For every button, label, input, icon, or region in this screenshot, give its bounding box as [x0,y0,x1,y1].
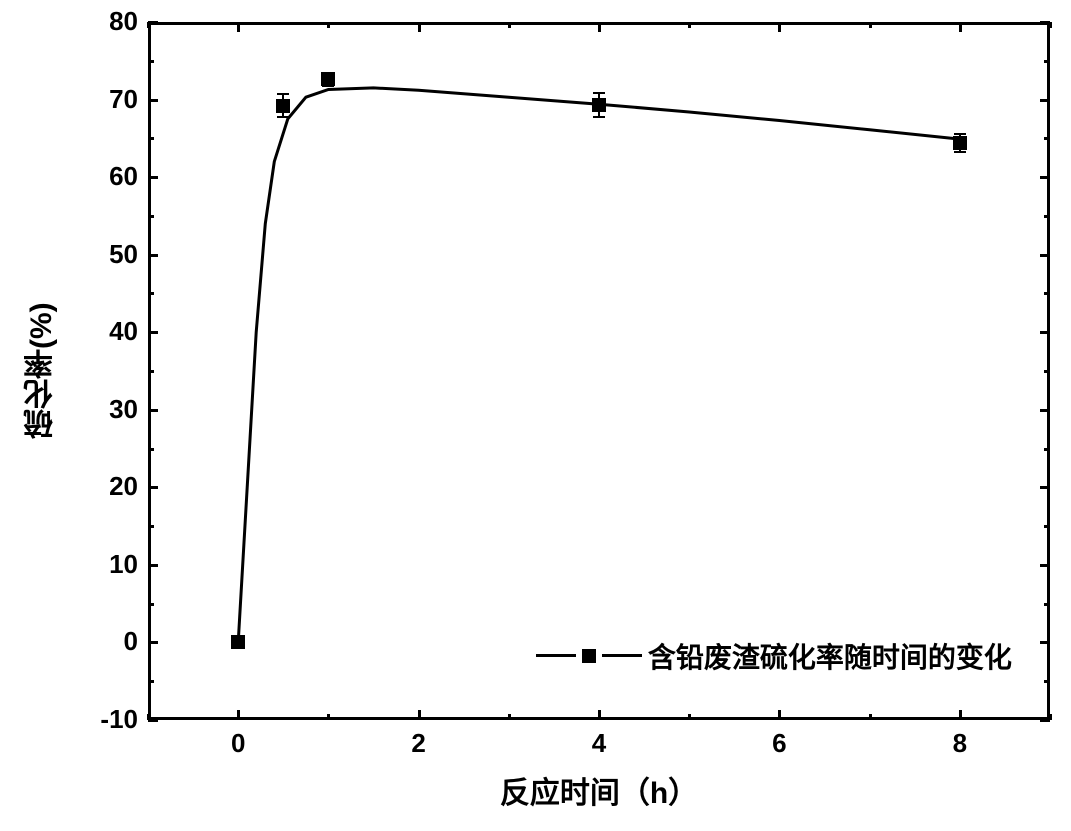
errorbar-cap [277,93,289,95]
y-tick-major [148,409,158,412]
data-marker [276,99,290,113]
data-marker [321,72,335,86]
y-tick-minor [148,525,154,528]
y-tick-major [148,719,158,722]
y-tick-major [148,21,158,24]
x-tick-minor [508,714,511,720]
errorbar-cap [593,92,605,94]
y-tick-label: 70 [78,84,138,115]
series-curve [0,0,1071,831]
y-tick-major-right [1040,641,1050,644]
x-tick-major-top [598,22,601,32]
y-tick-minor [148,137,154,140]
y-tick-major-right [1040,21,1050,24]
errorbar-cap [954,133,966,135]
y-tick-label: -10 [78,704,138,735]
y-tick-minor [148,680,154,683]
y-tick-major-right [1040,486,1050,489]
y-tick-major [148,99,158,102]
data-marker [231,635,245,649]
y-tick-minor [148,603,154,606]
x-tick-minor [688,714,691,720]
y-tick-label: 30 [78,394,138,425]
x-tick-minor-top [688,22,691,28]
y-tick-label: 80 [78,6,138,37]
y-tick-minor-right [1044,292,1050,295]
y-tick-major [148,331,158,334]
y-tick-minor-right [1044,137,1050,140]
y-tick-major [148,486,158,489]
x-tick-minor [327,714,330,720]
x-tick-major [598,710,601,720]
legend-label: 含铅废渣硫化率随时间的变化 [648,636,1012,676]
y-tick-label: 60 [78,161,138,192]
y-tick-major-right [1040,409,1050,412]
y-tick-minor-right [1044,215,1050,218]
y-tick-label: 0 [78,626,138,657]
x-tick-label: 4 [569,728,629,759]
y-tick-major [148,176,158,179]
y-tick-minor [148,292,154,295]
y-tick-major-right [1040,564,1050,567]
y-tick-label: 50 [78,239,138,270]
errorbar-cap [954,151,966,153]
x-tick-label: 0 [208,728,268,759]
data-marker [953,136,967,150]
y-tick-major-right [1040,176,1050,179]
y-tick-minor-right [1044,448,1050,451]
y-axis-title: 硫化率(%) [20,22,64,720]
y-tick-minor-right [1044,525,1050,528]
x-tick-major [959,710,962,720]
legend-line-segment [602,654,642,657]
y-tick-major [148,641,158,644]
y-tick-label: 40 [78,316,138,347]
errorbar-cap [593,116,605,118]
x-tick-major [418,710,421,720]
y-tick-minor [148,60,154,63]
y-tick-major-right [1040,254,1050,257]
x-tick-major [237,710,240,720]
y-tick-minor [148,215,154,218]
x-tick-minor-top [508,22,511,28]
x-tick-minor-top [327,22,330,28]
x-tick-major [778,710,781,720]
y-tick-minor [148,448,154,451]
legend-line-segment [536,654,576,657]
y-tick-major [148,564,158,567]
y-tick-minor-right [1044,680,1050,683]
y-tick-label: 20 [78,471,138,502]
y-tick-major [148,254,158,257]
legend-marker-icon [582,649,596,663]
x-tick-label: 6 [749,728,809,759]
y-tick-minor-right [1044,603,1050,606]
y-tick-label: 10 [78,549,138,580]
y-tick-major-right [1040,331,1050,334]
y-tick-minor [148,370,154,373]
y-tick-minor-right [1044,370,1050,373]
errorbar-cap [277,116,289,118]
x-tick-label: 8 [930,728,990,759]
x-axis-title: 反应时间（h） [148,768,1050,812]
y-tick-major-right [1040,719,1050,722]
chart-root: 0 2 4 6 8 -10 0 10 20 30 40 50 60 70 80 硫化率(%) 反应时间（h）… [0,0,1071,831]
x-tick-label: 2 [389,728,449,759]
data-marker [592,98,606,112]
x-tick-minor [869,714,872,720]
x-tick-major-top [959,22,962,32]
x-tick-major-top [418,22,421,32]
y-tick-major-right [1040,99,1050,102]
x-tick-major-top [778,22,781,32]
legend: 含铅废渣硫化率随时间的变化 [536,636,1012,676]
y-tick-minor-right [1044,60,1050,63]
x-tick-minor-top [869,22,872,28]
x-tick-major-top [237,22,240,32]
